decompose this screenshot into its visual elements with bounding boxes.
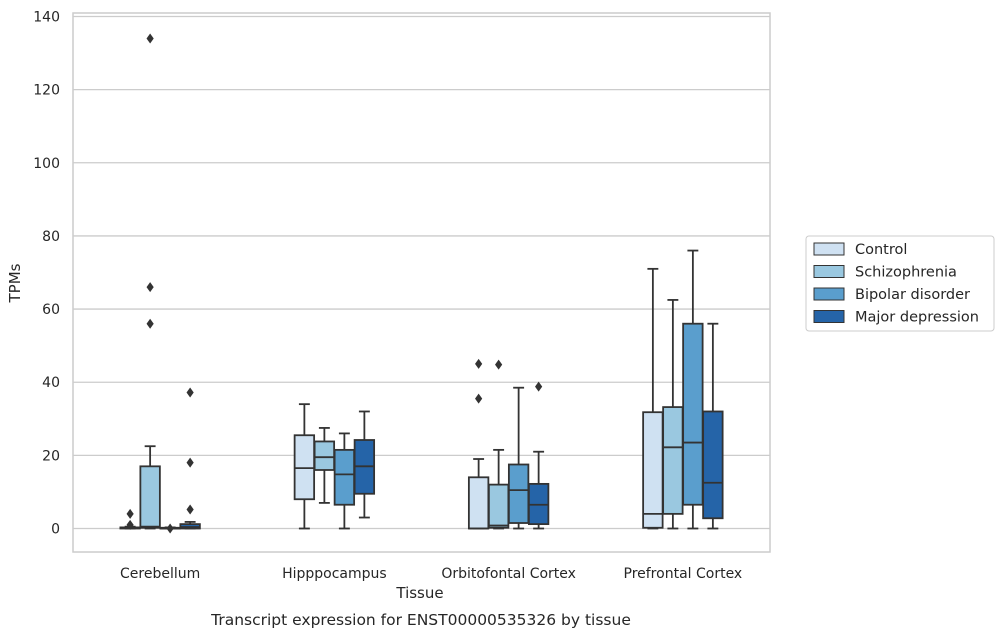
- outlier-point: [475, 393, 483, 404]
- legend-frame: [805, 235, 995, 332]
- box-iqr: [467, 476, 490, 530]
- box-control: [642, 267, 664, 530]
- box-major-depression: [702, 322, 724, 530]
- outlier-point: [475, 358, 483, 369]
- gridlines: [73, 15, 770, 530]
- y-tick-label: 0: [51, 522, 60, 538]
- box-iqr: [333, 448, 356, 506]
- y-tick-label: 20: [42, 448, 60, 464]
- y-tick-label: 120: [33, 83, 60, 99]
- box-major-depression: [179, 387, 201, 530]
- box-schizophrenia: [662, 299, 684, 530]
- x-tick-label: Orbitofontal Cortex: [441, 566, 576, 582]
- outlier-point: [146, 33, 154, 44]
- x-tick-label: Hipppocampus: [282, 566, 387, 582]
- outlier-point: [186, 504, 194, 515]
- legend-swatch: [813, 310, 845, 323]
- y-tick-label: 100: [33, 156, 60, 172]
- y-tick-labels: 0 20 40 60 80 100 120 140: [33, 10, 60, 538]
- box-iqr: [139, 465, 161, 529]
- box-control: [119, 508, 141, 530]
- box-control: [467, 358, 490, 530]
- x-tick-label: Prefrontal Cortex: [624, 566, 743, 582]
- box-iqr: [642, 411, 664, 529]
- legend-label: Bipolar disorder: [855, 287, 970, 303]
- box-iqr: [702, 410, 724, 520]
- box-iqr: [487, 483, 510, 529]
- box-iqr: [662, 406, 684, 515]
- box-iqr: [507, 463, 530, 524]
- outlier-point: [126, 508, 134, 519]
- box-major-depression: [353, 410, 376, 519]
- plot-frame: [72, 12, 771, 553]
- legend-swatch: [813, 287, 845, 301]
- box-major-depression: [527, 381, 550, 530]
- box-iqr: [293, 434, 316, 501]
- outlier-point: [166, 523, 174, 534]
- box-control: [293, 403, 316, 530]
- box-bipolar-disorder: [507, 386, 530, 530]
- outlier-point: [146, 282, 154, 293]
- box-schizophrenia: [139, 33, 161, 530]
- legend-swatch: [813, 265, 845, 278]
- legend-label: Schizophrenia: [855, 265, 957, 281]
- x-tick-labels: Cerebellum Hipppocampus Orbitofontal Corte…: [120, 566, 742, 582]
- box-schizophrenia: [313, 427, 336, 504]
- x-axis-title: Tissue: [395, 584, 443, 602]
- outlier-point: [495, 359, 503, 370]
- legend-label: Major depression: [855, 310, 979, 326]
- chart-caption: Transcript expression for ENST0000053532…: [210, 611, 631, 629]
- box-bipolar-disorder: [159, 523, 181, 534]
- box-schizophrenia: [487, 359, 510, 530]
- y-tick-label: 40: [42, 375, 60, 391]
- legend-label: Control: [855, 242, 907, 258]
- x-tick-label: Cerebellum: [120, 566, 200, 582]
- outlier-point: [535, 381, 543, 392]
- legend: Control Schizophrenia Bipolar disorder Majo…: [805, 235, 995, 332]
- y-tick-label: 80: [42, 229, 60, 245]
- box-iqr: [682, 322, 704, 506]
- outlier-point: [126, 519, 134, 530]
- box-bipolar-disorder: [682, 249, 704, 530]
- y-tick-label: 60: [42, 302, 60, 318]
- legend-swatch: [813, 242, 845, 256]
- boxes: [119, 33, 724, 534]
- outlier-point: [146, 318, 154, 329]
- outlier-point: [186, 457, 194, 468]
- y-tick-label: 140: [33, 10, 60, 26]
- box-iqr: [313, 440, 336, 471]
- outlier-point: [186, 387, 194, 398]
- y-axis-title: TPMs: [6, 263, 24, 303]
- box-bipolar-disorder: [333, 432, 356, 530]
